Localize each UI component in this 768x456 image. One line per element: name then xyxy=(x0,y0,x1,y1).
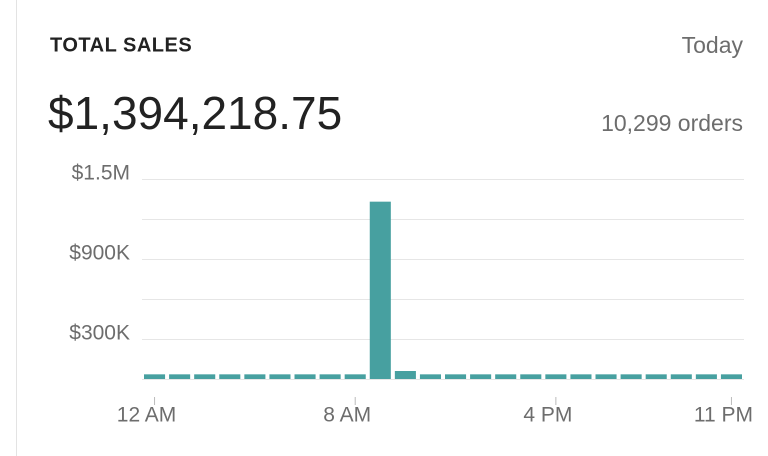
bar xyxy=(219,374,241,379)
total-sales: $1,394,218.75 xyxy=(48,87,342,139)
bar xyxy=(344,374,366,379)
bar xyxy=(369,201,391,379)
bar xyxy=(620,374,642,379)
x-tick-label: 8 AM xyxy=(323,404,371,427)
bar xyxy=(520,374,542,379)
bar xyxy=(570,374,592,379)
x-tick-label: 11 PM xyxy=(694,404,753,427)
bar xyxy=(319,374,341,379)
bar xyxy=(244,374,266,379)
period-label[interactable]: Today xyxy=(682,32,744,58)
bar xyxy=(394,371,416,379)
bar xyxy=(495,374,517,379)
bar xyxy=(294,374,316,379)
bar xyxy=(445,374,467,379)
bar xyxy=(720,374,742,379)
x-tick-label: 12 AM xyxy=(117,404,177,427)
y-tick-label: $300K xyxy=(69,322,130,345)
bar xyxy=(670,374,692,379)
bar xyxy=(470,374,492,379)
y-tick-label: $1.5M xyxy=(72,162,130,185)
bar xyxy=(419,374,441,379)
bar xyxy=(595,374,617,379)
bar xyxy=(545,374,567,379)
orders-count: 10,299 orders xyxy=(601,110,743,136)
bar xyxy=(269,374,291,379)
card-title: TOTAL SALES xyxy=(50,34,192,56)
bar xyxy=(144,374,166,379)
bar xyxy=(194,374,216,379)
bar xyxy=(169,374,191,379)
bar xyxy=(645,374,667,379)
bar xyxy=(695,374,717,379)
y-tick-label: $900K xyxy=(69,242,130,265)
x-tick-label: 4 PM xyxy=(523,404,572,427)
